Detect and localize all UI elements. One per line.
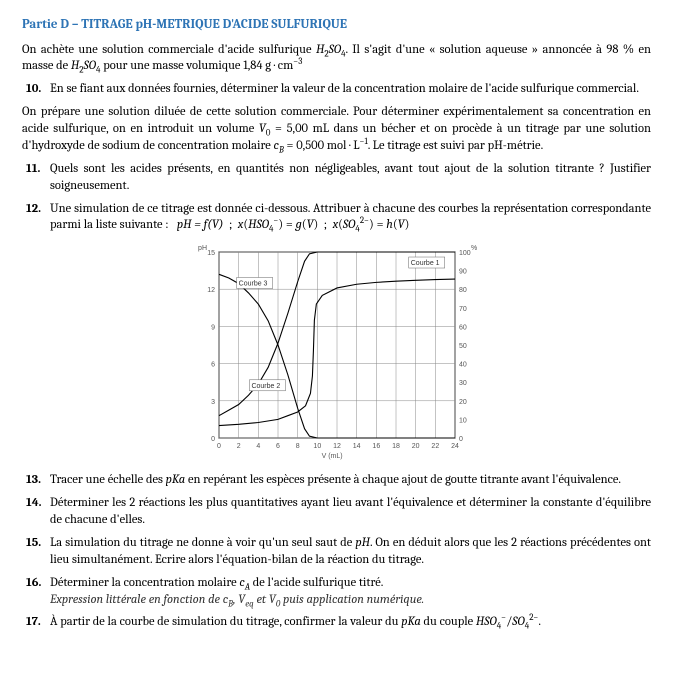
svg-text:22: 22 — [431, 443, 439, 450]
q-text: Tracer une échelle des pKa en repérant l… — [50, 473, 621, 487]
svg-text:3: 3 — [211, 399, 215, 406]
q-text: En se fiant aux données fournies, déterm… — [50, 82, 639, 96]
svg-text:70: 70 — [459, 306, 467, 313]
svg-text:Courbe 1: Courbe 1 — [410, 260, 439, 267]
q-number: 17. — [26, 614, 50, 631]
svg-text:10: 10 — [459, 418, 467, 425]
svg-text:40: 40 — [459, 362, 467, 369]
question-12: 12.Une simulation de ce titrage est donn… — [50, 201, 651, 235]
q-number: 14. — [26, 495, 50, 512]
svg-text:4: 4 — [256, 443, 260, 450]
svg-text:15: 15 — [207, 250, 215, 257]
svg-text:pH: pH — [198, 245, 207, 252]
svg-text:0: 0 — [459, 436, 463, 443]
svg-text:10: 10 — [313, 443, 321, 450]
svg-text:60: 60 — [459, 325, 467, 332]
svg-text:0: 0 — [217, 443, 221, 450]
svg-text:30: 30 — [459, 380, 467, 387]
svg-text:6: 6 — [276, 443, 280, 450]
svg-text:Courbe 2: Courbe 2 — [251, 383, 280, 390]
svg-text:14: 14 — [352, 443, 360, 450]
q-text: La simulation du titrage ne donne à voir… — [50, 536, 651, 567]
svg-text:50: 50 — [459, 343, 467, 350]
svg-text:18: 18 — [392, 443, 400, 450]
intro-paragraph-2: On prépare une solution diluée de cette … — [22, 104, 651, 155]
svg-text:8: 8 — [295, 443, 299, 450]
svg-text:Courbe 3: Courbe 3 — [238, 281, 267, 288]
svg-text:20: 20 — [459, 399, 467, 406]
svg-text:9: 9 — [211, 325, 215, 332]
question-15: 15.La simulation du titrage ne donne à v… — [50, 535, 651, 569]
q-text: Quels sont les acides présents, en quant… — [50, 162, 651, 193]
svg-text:V (mL): V (mL) — [321, 453, 342, 460]
titration-chart: 024681012141618202224V (mL)03691215pH010… — [22, 242, 651, 462]
question-10: 10.En se fiant aux données fournies, dét… — [50, 81, 651, 98]
svg-text:20: 20 — [411, 443, 419, 450]
svg-text:90: 90 — [459, 269, 467, 276]
svg-text:2: 2 — [236, 443, 240, 450]
q-text: Une simulation de ce titrage est donnée … — [50, 202, 651, 233]
svg-text:24: 24 — [451, 443, 459, 450]
question-16: 16.Déterminer la concentration molaire c… — [50, 575, 651, 609]
svg-text:16: 16 — [372, 443, 380, 450]
svg-text:0: 0 — [211, 436, 215, 443]
q-number: 13. — [26, 472, 50, 489]
q-text: Déterminer la concentration molaire cA d… — [50, 576, 424, 607]
q-text: À partir de la courbe de simulation du t… — [50, 615, 541, 629]
svg-text:12: 12 — [333, 443, 341, 450]
question-14: 14.Déterminer les 2 réactions les plus q… — [50, 495, 651, 529]
svg-text:80: 80 — [459, 287, 467, 294]
svg-text:100: 100 — [459, 250, 471, 257]
q-number: 11. — [26, 161, 50, 178]
q-number: 16. — [26, 575, 50, 592]
question-17: 17.À partir de la courbe de simulation d… — [50, 614, 651, 631]
q-text: Déterminer les 2 réactions les plus quan… — [50, 496, 651, 527]
question-11: 11.Quels sont les acides présents, en qu… — [50, 161, 651, 195]
q-number: 12. — [26, 201, 50, 218]
svg-text:12: 12 — [207, 287, 215, 294]
svg-text:6: 6 — [211, 362, 215, 369]
question-13: 13.Tracer une échelle des pKa en repéran… — [50, 472, 651, 489]
section-title: Partie D – TITRAGE pH-METRIQUE D'ACIDE S… — [22, 16, 651, 34]
q-number: 10. — [26, 81, 50, 98]
svg-text:%: % — [471, 245, 477, 252]
q16-hint: Expression littérale en fonction de cB, … — [50, 593, 424, 607]
q-number: 15. — [26, 535, 50, 552]
intro-paragraph-1: On achète une solution commerciale d'aci… — [22, 42, 651, 76]
